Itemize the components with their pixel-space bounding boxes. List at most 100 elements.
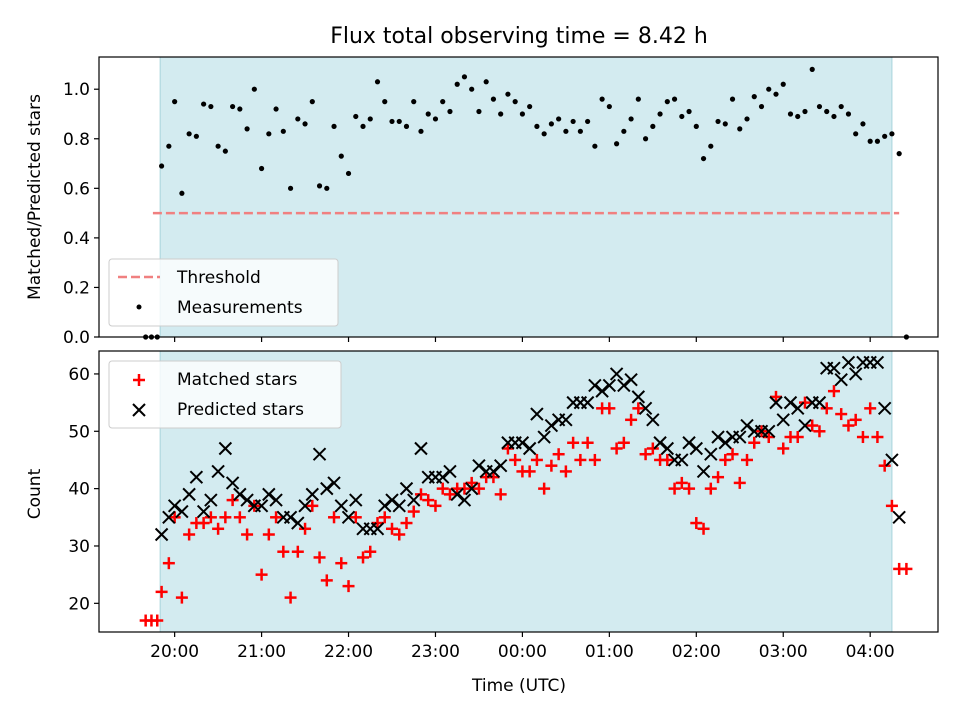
predicted-star-point [283,510,298,525]
matched-star-point [523,465,536,478]
count-y-tick-label: 60 [68,365,90,385]
matched-star-point [299,522,312,535]
matched-star-point [581,436,594,449]
ratio-y-axis-label: Matched/Predicted stars [25,94,45,300]
measurement-point [353,113,359,120]
matched-star-point [871,431,884,444]
measurement-point [244,126,250,132]
predicted-star-point [378,499,392,513]
predicted-star-point [646,413,660,427]
count-y-tick-label: 20 [68,594,90,614]
matched-star-point [530,453,543,466]
matched-star-point [632,402,645,415]
measurement-point [722,121,728,127]
measurement-point [396,118,402,125]
matched-star-point [762,431,775,444]
matched-star-point [436,482,449,495]
matched-star-point [175,591,188,604]
matched-star-point [668,482,681,495]
matched-star-point [429,499,442,512]
matched-star-point [777,442,790,455]
measurement-point [461,74,468,80]
predicted-star-point [182,487,196,502]
measurement-point [193,133,199,139]
predicted-star-point [414,441,428,456]
measurement-point [606,103,612,110]
matched-star-point [270,511,283,524]
predicted-star-point [370,522,385,536]
predicted-star-point [740,418,754,433]
predicted-star-point [580,395,595,410]
predicted-star-point [595,384,609,398]
measurement-point [737,126,743,132]
chart-title: Flux total observing time = 8.42 h [330,24,708,49]
matched-star-point [197,517,210,530]
matched-star-point [472,482,485,495]
matched-star-point [588,453,601,466]
predicted-star-point [711,430,725,444]
measurement-point [280,128,286,134]
predicted-star-point [841,355,856,370]
measurement-point [679,113,685,120]
measurement-point [816,103,823,110]
matched-star-point [168,511,181,524]
measurement-point [476,108,482,115]
predicted-star-point [544,418,559,433]
x-axis-label: Time (UTC) [471,676,566,696]
predicted-star-point [204,493,218,507]
measurement-point [186,131,192,137]
matched-star-point [162,557,175,570]
predicted-star-point [305,487,320,502]
predicted-star-point [689,441,704,456]
measurement-point [425,111,431,117]
predicted-star-point [312,447,327,461]
measurement-point [505,91,511,97]
measurement-point [708,143,714,149]
matched-star-point [487,471,500,484]
matched-star-point [335,557,348,570]
predicted-star-point [457,493,472,507]
measurement-point [208,103,214,110]
measurement-point [324,185,330,191]
x-tick-label: 02:00 [672,642,721,662]
count-legend: Matched stars Predicted stars [108,360,342,429]
predicted-star-point [638,401,653,416]
predicted-star-point [769,395,783,410]
matched-star-point [646,442,659,455]
matched-star-point [320,574,333,587]
count-y-tick-label: 40 [68,480,90,500]
matched-star-point [400,517,413,530]
x-tick-label: 03:00 [759,642,808,662]
count-panel: 20 30 40 50 60 20:00 21:00 22:00 23:00 00:00 01:00… [25,350,939,696]
matched-star-point [328,511,341,524]
predicted-star-point [624,372,638,387]
measurement-point [331,123,337,129]
matched-star-point [726,448,739,461]
matched-star-point [748,436,761,449]
matched-star-point [284,591,297,604]
matched-star-point [639,448,652,461]
matched-star-point [262,528,275,541]
measurement-point [548,121,554,127]
predicted-star-point [167,499,182,513]
measurement-point [766,86,772,92]
ratio-y-tick-label: 1.0 [63,80,90,100]
x-tick-label: 00:00 [498,642,547,662]
predicted-star-point [515,436,530,450]
measurement-point [287,185,294,191]
matched-star-point [625,413,638,426]
measurement-point [585,118,591,125]
matched-star-point [342,580,355,593]
ratio-y-tick-label: 0.0 [63,328,90,348]
measurement-point [635,96,641,102]
measurement-point [258,165,265,172]
ratio-y-tick-label: 0.8 [63,130,90,150]
predicted-star-point [196,504,211,519]
measurement-point [599,96,605,102]
predicted-star-point [334,499,348,513]
measurement-point [853,131,859,137]
predicted-star-point [291,516,305,530]
matched-star-point [741,453,754,466]
measurement-point [787,111,794,117]
matched-star-point [414,488,427,501]
